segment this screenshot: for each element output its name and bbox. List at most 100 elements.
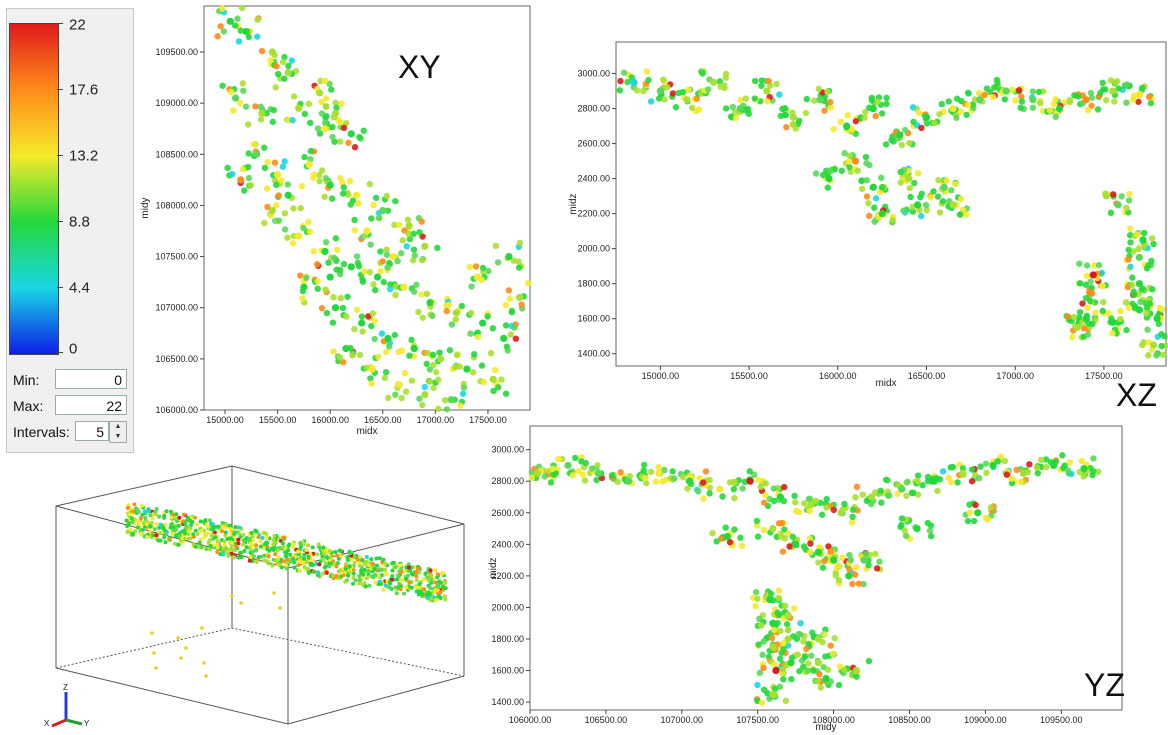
scatter-point-texture: [770, 497, 778, 505]
scatter-point-texture: [290, 205, 297, 212]
data-point: [284, 68, 292, 77]
intervals-input[interactable]: 5: [75, 421, 109, 441]
scatter-point-texture: [323, 95, 330, 102]
3d-point: [266, 553, 271, 558]
scatter-point-texture: [1012, 97, 1019, 104]
scatter-point-texture: [541, 473, 549, 480]
scatter-point-texture: [1003, 471, 1011, 478]
3d-point: [204, 674, 208, 678]
3d-point: [416, 592, 421, 597]
scatter-point-texture: [340, 260, 348, 268]
scatter-point-texture: [217, 23, 224, 30]
scatter-point-texture: [1001, 96, 1009, 103]
3d-point: [280, 541, 285, 546]
3d-point: [422, 587, 427, 592]
3d-point: [208, 547, 213, 552]
scatter-point-texture: [518, 301, 525, 308]
scatter-point-texture: [1095, 261, 1103, 269]
min-input[interactable]: 0: [55, 369, 127, 389]
3d-point: [376, 573, 381, 578]
scatter-point-texture: [874, 98, 881, 105]
data-point: [300, 283, 308, 291]
scatter-point-texture: [349, 352, 356, 359]
scatter-point-texture: [368, 215, 375, 222]
scatter-point-texture: [1140, 339, 1147, 346]
scatter-point-texture: [351, 325, 358, 333]
3d-point: [265, 559, 270, 564]
max-input[interactable]: 22: [55, 395, 127, 415]
3d-point: [179, 656, 183, 660]
scatter-point-texture: [459, 390, 467, 397]
intervals-stepper[interactable]: ▲ ▼: [109, 421, 127, 443]
3d-point: [433, 598, 438, 603]
3d-point: [296, 562, 301, 567]
3d-point: [383, 572, 388, 577]
3d-point: [272, 591, 276, 595]
scatter-point-texture: [753, 522, 761, 529]
y-tick-label: 109000.00: [155, 98, 198, 108]
scatter-point-texture: [825, 543, 832, 550]
scatter-point-texture: [616, 87, 624, 94]
3d-point: [428, 586, 433, 591]
max-row: Max: 22: [11, 395, 129, 417]
scatter-point-texture: [503, 343, 511, 350]
3d-point: [191, 541, 196, 546]
x-tick-label: 109000.00: [964, 715, 1007, 725]
scatter-point-texture: [1029, 104, 1037, 111]
yz-points-layer: [528, 452, 1102, 706]
3d-point: [443, 594, 448, 599]
data-point: [1089, 271, 1097, 279]
scatter-point-texture: [994, 458, 1001, 465]
3d-point: [276, 555, 281, 560]
scatter-point-texture: [368, 380, 375, 387]
scatter-point-texture: [487, 350, 495, 357]
scatter-point-texture: [404, 216, 412, 224]
scatter-point-texture: [936, 209, 944, 216]
scatter-point-texture: [1102, 86, 1109, 93]
scatter-point-texture: [945, 98, 952, 105]
data-point: [976, 96, 984, 104]
3d-point: [302, 556, 307, 561]
x-tick-label: 108500.00: [888, 715, 931, 725]
3d-point: [410, 565, 415, 570]
data-point: [331, 109, 340, 117]
scatter-point-texture: [863, 177, 870, 184]
data-point: [515, 293, 524, 302]
scatter-point-texture: [824, 666, 832, 673]
legend-tick-mark: [57, 155, 63, 156]
scatter-point-texture: [267, 57, 274, 64]
scatter-point-texture: [332, 235, 340, 242]
3d-point: [142, 509, 147, 514]
scatter-point-texture: [917, 193, 924, 201]
scatter-point-texture: [1125, 304, 1132, 311]
stepper-up-icon[interactable]: ▲: [114, 423, 122, 430]
scatter-point-texture: [780, 640, 787, 647]
scatter-point-texture: [318, 305, 326, 312]
scatter-point-texture: [727, 113, 735, 120]
scatter-point-texture: [403, 243, 410, 250]
scatter-point-texture: [661, 466, 668, 474]
data-point: [479, 319, 487, 327]
data-point: [295, 232, 303, 240]
scatter-point-texture: [322, 103, 330, 110]
scatter-point-texture: [753, 588, 760, 596]
legend-tick-mark: [57, 352, 63, 353]
y-tick-label: 108500.00: [155, 149, 198, 159]
3d-axis-y-label: Y: [84, 719, 90, 728]
scatter-point-texture: [936, 476, 944, 483]
scatter-point-texture: [1127, 239, 1134, 246]
stepper-down-icon[interactable]: ▼: [114, 433, 122, 440]
3d-point: [278, 606, 282, 610]
scatter-point-texture: [224, 164, 231, 172]
scatter-point-texture: [284, 234, 291, 241]
3d-point: [390, 568, 395, 573]
scatter-point-texture: [862, 153, 870, 161]
3d-point: [213, 535, 218, 540]
scatter-point-texture: [273, 181, 280, 189]
scatter-point-texture: [330, 294, 337, 301]
scatter-point-texture: [889, 216, 896, 224]
scatter-point-texture: [964, 89, 972, 97]
scatter-point-texture: [876, 558, 883, 565]
3d-point: [351, 571, 356, 576]
3d-point: [387, 580, 392, 585]
